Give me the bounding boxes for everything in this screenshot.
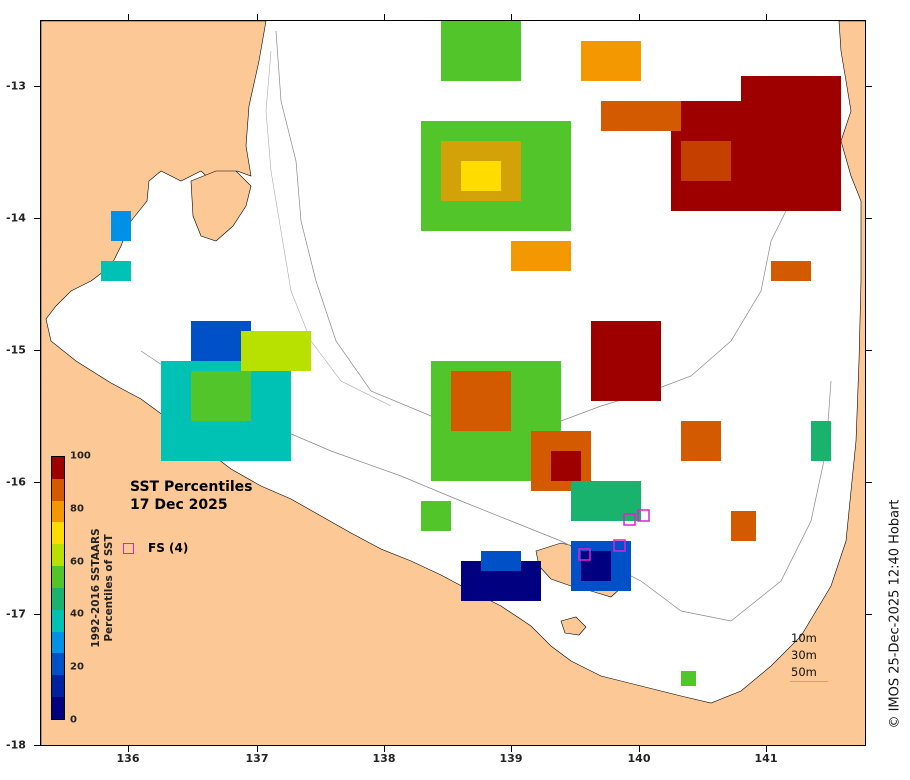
colorbar-tick-label: 80 [70, 503, 84, 515]
y-tick-mark [34, 745, 40, 746]
map-title: SST Percentiles 17 Dec 2025 [130, 478, 253, 514]
y-tick-mark-right [866, 218, 872, 219]
x-tick-mark [128, 746, 129, 752]
map-panel[interactable] [40, 20, 866, 746]
map-title-line1: SST Percentiles [130, 479, 253, 495]
depth-label: 10m [791, 631, 817, 645]
x-tick-mark-top [128, 14, 129, 20]
colorbar-segment [52, 587, 64, 610]
y-tick-mark [34, 350, 40, 351]
y-tick-label: -13 [6, 79, 26, 93]
y-tick-mark-right [866, 482, 872, 483]
y-tick-mark-right [866, 614, 872, 615]
x-tick-label: 137 [245, 752, 269, 765]
colorbar-segment [52, 478, 64, 501]
colorbar-segment [52, 457, 64, 479]
y-tick-label: -14 [6, 211, 26, 225]
colorbar-segment [52, 653, 64, 676]
colorbar-segment [52, 609, 64, 632]
depth-label: 50m [791, 665, 817, 679]
x-tick-mark [766, 746, 767, 752]
colorbar-axis-label: 1992-2016 SSTAARS Percentiles of SST [90, 528, 116, 647]
x-tick-label: 138 [372, 752, 396, 765]
x-tick-mark-top [639, 14, 640, 20]
land-small-island [560, 616, 587, 636]
x-tick-mark-top [766, 14, 767, 20]
depth-label: 30m [791, 648, 817, 662]
fs-legend-label: FS (4) [148, 541, 189, 555]
colorbar-tick-label: 60 [70, 556, 84, 568]
y-tick-label: -17 [6, 607, 26, 621]
y-tick-label: -16 [6, 475, 26, 489]
fs-markers [578, 509, 650, 561]
fs-marker-icon [123, 542, 134, 554]
x-tick-mark-top [384, 14, 385, 20]
x-tick-mark [384, 746, 385, 752]
colorbar-label-line2: Percentiles of SST [103, 534, 115, 642]
y-tick-mark [34, 482, 40, 483]
colorbar-tick-label: 40 [70, 608, 84, 620]
y-tick-mark-right [866, 86, 872, 87]
x-tick-label: 136 [116, 752, 140, 765]
x-tick-mark [639, 746, 640, 752]
y-tick-label: -15 [6, 343, 26, 357]
colorbar-segment [52, 500, 64, 523]
x-tick-mark-top [257, 14, 258, 20]
colorbar-tick-label: 100 [70, 450, 91, 462]
colorbar-label-line1: 1992-2016 SSTAARS [90, 528, 102, 648]
x-tick-label: 140 [627, 752, 651, 765]
y-tick-mark [34, 86, 40, 87]
x-tick-mark [511, 746, 512, 752]
sst-map[interactable] [41, 21, 866, 746]
y-tick-mark-right [866, 350, 872, 351]
fs-legend: FS (4) [123, 541, 188, 555]
y-tick-mark [34, 218, 40, 219]
colorbar-segment [52, 675, 64, 698]
y-tick-mark [34, 614, 40, 615]
x-tick-label: 139 [499, 752, 523, 765]
map-title-date: 17 Dec 2025 [130, 497, 228, 513]
colorbar-tick-label: 20 [70, 661, 84, 673]
sst-clusters [101, 21, 841, 686]
colorbar-segment [52, 697, 64, 719]
colorbar-segment [52, 544, 64, 567]
depth-legend: 10m 30m 50m [791, 630, 817, 681]
colorbar-segment [52, 631, 64, 654]
colorbar-segment [52, 522, 64, 545]
colorbar-segment [52, 566, 64, 588]
x-tick-mark-top [511, 14, 512, 20]
colorbar-tick-label: 0 [70, 714, 77, 726]
depth-legend-line [790, 681, 828, 682]
x-tick-label: 141 [754, 752, 778, 765]
credit-text: © IMOS 25-Dec-2025 12:40 Hobart [887, 499, 903, 729]
land-north-tip [190, 170, 252, 242]
x-tick-mark [257, 746, 258, 752]
land-west [41, 21, 865, 745]
colorbar [51, 456, 65, 720]
y-tick-label: -18 [6, 738, 26, 752]
